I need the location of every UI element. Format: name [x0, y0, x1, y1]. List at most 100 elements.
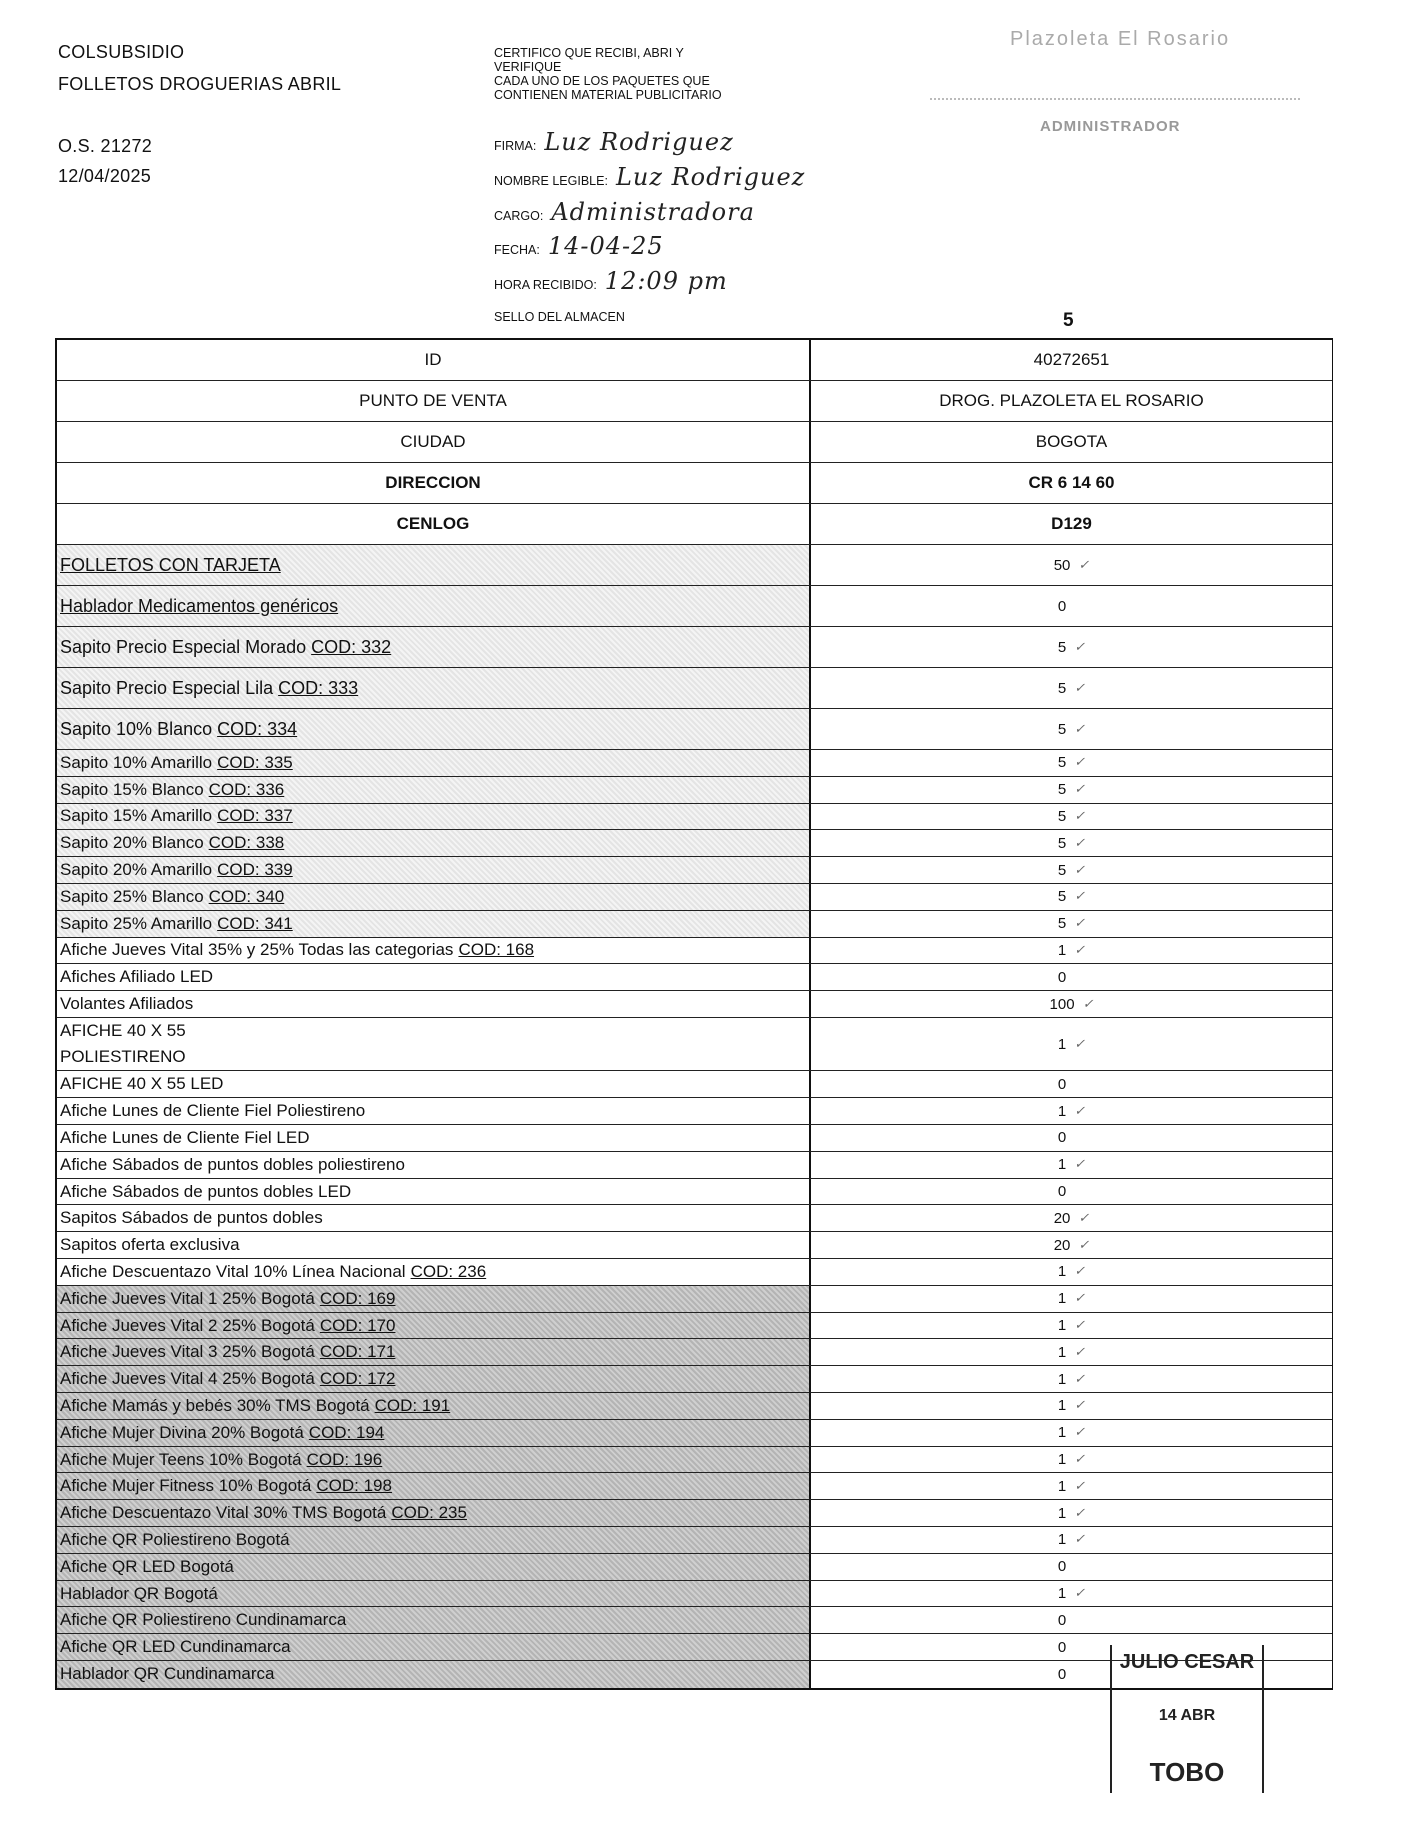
- item-qty-cell: 5 ✓: [811, 884, 1332, 910]
- item-quantity: 0: [1057, 1129, 1067, 1147]
- check-mark-icon: ✓: [1074, 1371, 1086, 1387]
- item-quantity: 100: [1049, 995, 1075, 1013]
- item-code: COD: 235: [391, 1503, 467, 1523]
- item-name: Sapito 10% Blanco: [60, 718, 213, 739]
- item-name: Afiche Jueves Vital 2 25% Bogotá: [60, 1315, 315, 1335]
- item-code: COD: 194: [308, 1422, 385, 1442]
- item-code: COD: 236: [410, 1261, 487, 1281]
- info-label: DIRECCION: [57, 463, 811, 503]
- page-number: 5: [1063, 310, 1074, 331]
- item-row: Sapito 25% Blanco COD: 340 5 ✓: [57, 883, 1332, 911]
- item-row: Afiche Jueves Vital 35% y 25% Todas las …: [57, 937, 1332, 965]
- item-name-cell: Afiche Jueves Vital 2 25% Bogotá COD: 170: [57, 1312, 811, 1339]
- item-name: Sapito 20% Amarillo: [60, 860, 213, 880]
- item-name: Sapito 10% Amarillo: [60, 752, 213, 772]
- item-qty-cell: 1 ✓: [811, 1447, 1332, 1473]
- item-qty-cell: 5 ✓: [811, 627, 1332, 667]
- item-row: Sapito 15% Blanco COD: 336 5 ✓: [57, 776, 1332, 804]
- info-value: D129: [1051, 514, 1092, 533]
- item-quantity: 1: [1057, 1102, 1067, 1120]
- info-value: 40272651: [1033, 350, 1110, 369]
- item-row: Afiche Jueves Vital 2 25% Bogotá COD: 170…: [57, 1312, 1332, 1340]
- check-mark-icon: ✓: [1074, 862, 1086, 878]
- item-qty-cell: 1 ✓: [811, 1473, 1332, 1499]
- item-qty-cell: 1 ✓: [811, 1339, 1332, 1365]
- item-name: AFICHE 40 X 55: [60, 1021, 186, 1041]
- item-name: Afiche Jueves Vital 4 25% Bogotá: [60, 1369, 315, 1389]
- item-row: Afiches Afiliado LED 0✓: [57, 964, 1332, 992]
- item-quantity: 1: [1057, 1317, 1067, 1335]
- item-name: Afiche Lunes de Cliente Fiel Poliestiren…: [60, 1101, 366, 1121]
- info-row: PUNTO DE VENTA DROG. PLAZOLETA EL ROSARIO: [57, 381, 1332, 422]
- item-row: Afiche QR LED Cundinamarca 0✓: [57, 1634, 1332, 1661]
- item-row: Afiche Lunes de Cliente Fiel LED 0✓: [57, 1125, 1332, 1152]
- item-name-cell: Afiche Sábados de puntos dobles poliesti…: [57, 1151, 811, 1178]
- item-row: Hablador Medicamentos genéricos 0✓: [57, 586, 1332, 627]
- check-mark-icon: ✓: [1078, 557, 1090, 573]
- item-code: COD: 168: [458, 940, 535, 960]
- item-quantity: 1: [1057, 1370, 1067, 1388]
- item-row: Afiche Descuentazo Vital 10% Línea Nacio…: [57, 1259, 1332, 1286]
- item-quantity: 0: [1057, 597, 1067, 615]
- item-qty-cell: 1 ✓: [811, 1286, 1332, 1312]
- item-row: Sapito 10% Amarillo COD: 335 5 ✓: [57, 750, 1332, 777]
- item-qty-cell: 20 ✓: [811, 1205, 1332, 1231]
- item-row: Afiche Descuentazo Vital 30% TMS Bogotá C…: [57, 1500, 1332, 1528]
- check-mark-icon: ✓: [1074, 1103, 1086, 1119]
- item-row: Afiche Sábados de puntos dobles LED 0✓: [57, 1178, 1332, 1206]
- check-mark-icon: ✓: [1074, 721, 1086, 737]
- order-number: O.S. 21272: [58, 136, 153, 156]
- certification-text: CERTIFICO QUE RECIBI, ABRI Y VERIFIQUE C…: [494, 46, 722, 102]
- item-qty-cell: 1 ✓: [811, 1527, 1332, 1553]
- item-code: COD: 341: [217, 913, 293, 933]
- item-name: Afiches Afiliado LED: [60, 967, 214, 987]
- item-qty-cell: 5 ✓: [811, 830, 1332, 856]
- item-name: Volantes Afiliados: [60, 994, 194, 1014]
- item-name-cell: Sapito 15% Blanco COD: 336: [57, 776, 811, 803]
- item-code: COD: 172: [319, 1369, 396, 1389]
- store-stamp-name: Plazoleta El Rosario: [1010, 28, 1231, 50]
- item-name: Sapito 15% Amarillo: [60, 806, 213, 826]
- item-name: Sapito 25% Blanco: [60, 886, 204, 906]
- item-quantity: 1: [1057, 1477, 1067, 1495]
- item-qty-cell: 1 ✓: [811, 938, 1332, 964]
- store-stamp-role: ADMINISTRADOR: [1040, 118, 1181, 135]
- item-name: Afiche Mamás y bebés 30% TMS Bogotá: [60, 1395, 370, 1415]
- item-qty-cell: 1 ✓: [811, 1393, 1332, 1419]
- check-mark-icon: ✓: [1074, 808, 1086, 824]
- item-code: COD: 198: [316, 1476, 392, 1496]
- item-code: COD: 170: [319, 1315, 396, 1335]
- info-row: ID 40272651: [57, 340, 1332, 381]
- check-mark-icon: ✓: [1074, 1264, 1086, 1280]
- item-name-cell: Sapito Precio Especial Lila COD: 333: [57, 668, 811, 708]
- item-quantity: 5: [1057, 834, 1067, 852]
- item-row: Volantes Afiliados 100 ✓: [57, 991, 1332, 1018]
- item-name-cell: Volantes Afiliados: [57, 991, 811, 1017]
- check-mark-icon: ✓: [1074, 1291, 1086, 1307]
- item-qty-cell: 0✓: [811, 1179, 1332, 1205]
- item-name: Sapitos oferta exclusiva: [60, 1235, 240, 1255]
- item-name-cell: Hablador Medicamentos genéricos: [57, 586, 811, 626]
- info-row: CENLOG D129: [57, 504, 1332, 545]
- check-mark-icon: ✓: [1074, 942, 1086, 958]
- item-qty-cell: 1 ✓: [811, 1259, 1332, 1285]
- item-name: Afiche Mujer Divina 20% Bogotá: [60, 1422, 304, 1442]
- item-code: COD: 334: [217, 718, 298, 739]
- item-quantity: 50: [1053, 556, 1071, 574]
- cargo-value: Administradora: [551, 198, 755, 226]
- item-row: Sapito 15% Amarillo COD: 337 5 ✓: [57, 803, 1332, 831]
- item-code: COD: 335: [217, 752, 293, 772]
- item-quantity: 1: [1057, 1531, 1067, 1549]
- item-qty-cell: 0✓: [811, 1554, 1332, 1580]
- item-name: Sapito 15% Blanco: [60, 779, 204, 799]
- check-mark-icon: ✓: [1074, 1398, 1086, 1414]
- item-name-cell: Afiche QR Poliestireno Bogotá: [57, 1527, 811, 1553]
- item-name: AFICHE 40 X 55 LED: [60, 1074, 224, 1094]
- item-name-cell: Sapito 25% Amarillo COD: 341: [57, 910, 811, 937]
- check-mark-icon: ✓: [1074, 1318, 1086, 1334]
- info-value: DROG. PLAZOLETA EL ROSARIO: [939, 391, 1204, 410]
- item-qty-cell: 0✓: [811, 1125, 1332, 1151]
- item-quantity: 1: [1057, 1263, 1067, 1281]
- cert-line: CADA UNO DE LOS PAQUETES QUE: [494, 74, 710, 88]
- item-name-cell: Hablador QR Bogotá: [57, 1580, 811, 1607]
